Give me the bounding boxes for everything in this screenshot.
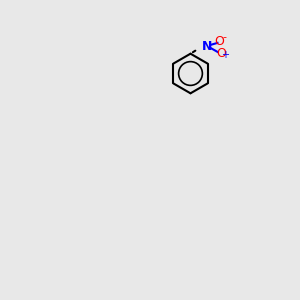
Text: O: O bbox=[216, 47, 226, 60]
Text: +: + bbox=[221, 50, 229, 61]
Text: O: O bbox=[214, 34, 224, 48]
Text: N: N bbox=[202, 40, 212, 53]
Text: -: - bbox=[223, 32, 227, 43]
